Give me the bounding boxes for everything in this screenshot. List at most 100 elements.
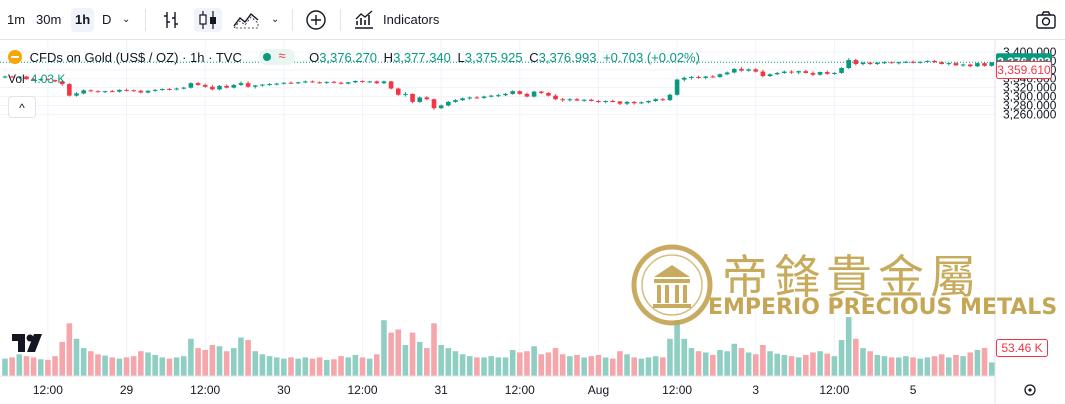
candle-body[interactable] <box>932 60 937 63</box>
candle-body[interactable] <box>674 79 680 95</box>
indicators-button[interactable]: Indicators <box>353 8 439 32</box>
interval-d-button[interactable]: D <box>102 12 112 27</box>
candle-body[interactable] <box>331 81 337 83</box>
candle-body[interactable] <box>231 84 237 88</box>
candle-body[interactable] <box>810 72 816 75</box>
candle-body[interactable] <box>446 101 451 106</box>
candle-body[interactable] <box>925 60 930 62</box>
candle-body[interactable] <box>896 62 902 64</box>
candle-body[interactable] <box>202 84 208 87</box>
candle-body[interactable] <box>717 74 723 77</box>
candles-style-button[interactable] <box>194 8 222 32</box>
candle-body[interactable] <box>388 81 394 89</box>
candle-body[interactable] <box>367 81 372 83</box>
candle-body[interactable] <box>338 82 344 84</box>
candle-body[interactable] <box>181 87 187 89</box>
candle-body[interactable] <box>538 91 544 93</box>
candle-body[interactable] <box>574 99 580 101</box>
candle-body[interactable] <box>9 76 15 78</box>
bars-style-icon[interactable] <box>159 8 183 32</box>
candle-body[interactable] <box>124 89 129 91</box>
candle-body[interactable] <box>689 76 694 78</box>
candle-body[interactable] <box>946 63 952 65</box>
candle-body[interactable] <box>817 72 823 75</box>
candle-body[interactable] <box>24 76 29 80</box>
candle-body[interactable] <box>310 81 315 83</box>
candle-body[interactable] <box>374 81 380 84</box>
candle-body[interactable] <box>703 76 708 78</box>
candle-body[interactable] <box>88 90 94 92</box>
candle-body[interactable] <box>303 81 308 83</box>
candle-body[interactable] <box>624 101 630 104</box>
candle-body[interactable] <box>417 97 422 102</box>
candle-body[interactable] <box>524 93 530 97</box>
candle-body[interactable] <box>617 101 623 104</box>
candle-body[interactable] <box>696 76 701 78</box>
candle-body[interactable] <box>488 95 494 97</box>
candle-body[interactable] <box>238 83 244 85</box>
candle-body[interactable] <box>438 105 444 109</box>
candle-body[interactable] <box>517 91 523 94</box>
candle-body[interactable] <box>903 61 909 63</box>
candle-body[interactable] <box>803 71 809 73</box>
candle-body[interactable] <box>453 100 458 102</box>
candle-body[interactable] <box>245 83 251 87</box>
candle-body[interactable] <box>281 82 287 84</box>
candle-body[interactable] <box>653 99 658 102</box>
candle-body[interactable] <box>2 76 8 78</box>
candle-body[interactable] <box>660 99 666 101</box>
candle-body[interactable] <box>753 69 759 72</box>
candle-body[interactable] <box>167 88 172 90</box>
candle-body[interactable] <box>710 76 716 78</box>
candle-body[interactable] <box>910 61 916 63</box>
candle-body[interactable] <box>117 89 122 92</box>
candle-body[interactable] <box>295 82 301 84</box>
candle-body[interactable] <box>667 94 673 101</box>
candle-body[interactable] <box>353 80 358 83</box>
candle-body[interactable] <box>560 99 565 101</box>
candle-body[interactable] <box>875 62 880 65</box>
candle-body[interactable] <box>288 82 294 84</box>
candle-body[interactable] <box>739 68 744 71</box>
candle-body[interactable] <box>967 64 973 67</box>
candle-body[interactable] <box>681 77 687 80</box>
candle-body[interactable] <box>217 85 222 90</box>
interval-1h-button[interactable]: 1h <box>71 8 95 32</box>
candle-body[interactable] <box>67 84 72 96</box>
interval-chevron-down-icon[interactable]: ⌄ <box>122 14 131 25</box>
candle-body[interactable] <box>17 76 22 78</box>
candle-body[interactable] <box>188 83 194 88</box>
candle-body[interactable] <box>567 99 573 101</box>
area-style-icon[interactable] <box>232 8 260 32</box>
candle-body[interactable] <box>860 62 866 65</box>
candle-body[interactable] <box>882 62 887 64</box>
candle-body[interactable] <box>59 81 65 85</box>
candle-body[interactable] <box>467 97 473 99</box>
candle-body[interactable] <box>496 95 501 97</box>
candle-body[interactable] <box>317 82 322 84</box>
candle-body[interactable] <box>431 99 437 109</box>
candle-body[interactable] <box>760 71 766 77</box>
candle-body[interactable] <box>789 71 794 73</box>
candle-body[interactable] <box>732 68 737 73</box>
candle-body[interactable] <box>631 101 637 104</box>
candle-body[interactable] <box>975 63 980 67</box>
tradingview-logo-icon[interactable] <box>10 330 46 356</box>
candle-body[interactable] <box>867 62 873 65</box>
candle-body[interactable] <box>832 72 837 74</box>
add-compare-icon[interactable] <box>304 8 328 32</box>
candle-body[interactable] <box>210 86 215 90</box>
symbol-name[interactable]: CFDs on Gold (US$ / OZ) <box>29 50 179 65</box>
candle-body[interactable] <box>52 80 58 82</box>
candle-body[interactable] <box>403 93 408 95</box>
candle-body[interactable] <box>267 84 272 86</box>
candle-body[interactable] <box>345 82 351 84</box>
candle-body[interactable] <box>152 89 158 91</box>
candle-body[interactable] <box>839 68 844 73</box>
candle-body[interactable] <box>610 101 616 103</box>
candle-body[interactable] <box>31 79 36 81</box>
candle-body[interactable] <box>45 79 51 81</box>
candle-body[interactable] <box>917 61 923 63</box>
candle-body[interactable] <box>195 83 201 85</box>
